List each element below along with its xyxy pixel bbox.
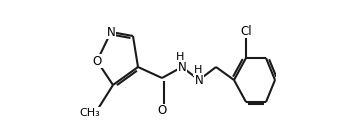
Text: O: O — [157, 104, 166, 117]
Text: N: N — [107, 25, 115, 38]
Text: O: O — [92, 54, 102, 67]
Text: CH₃: CH₃ — [79, 108, 100, 118]
Text: H: H — [193, 65, 202, 75]
Text: Cl: Cl — [240, 24, 252, 38]
Text: N: N — [178, 61, 186, 74]
Text: H: H — [176, 52, 184, 62]
Text: N: N — [195, 74, 203, 88]
